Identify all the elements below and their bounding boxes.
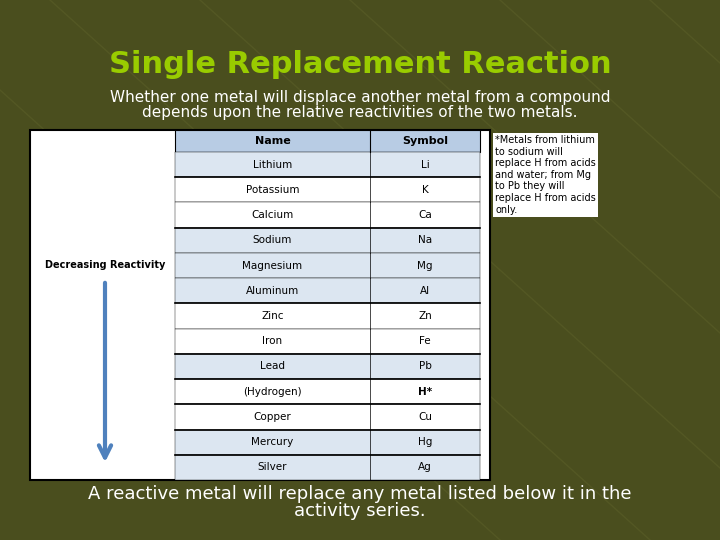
Bar (175, 130, 480, 152)
Text: Magnesium: Magnesium (243, 260, 302, 271)
Text: Single Replacement Reaction: Single Replacement Reaction (109, 50, 611, 79)
Text: Whether one metal will displace another metal from a compound: Whether one metal will displace another … (109, 90, 611, 105)
Text: Al: Al (420, 286, 430, 296)
Bar (175, 152, 480, 177)
Text: Mercury: Mercury (251, 437, 294, 447)
Bar (175, 228, 480, 253)
Bar (175, 202, 480, 228)
Text: *Metals from lithium
to sodium will
replace H from acids
and water; from Mg
to P: *Metals from lithium to sodium will repl… (495, 135, 595, 214)
Bar (30, 130, 490, 480)
Text: Zinc: Zinc (261, 311, 284, 321)
Text: A reactive metal will replace any metal listed below it in the: A reactive metal will replace any metal … (89, 485, 631, 503)
Text: Iron: Iron (262, 336, 282, 346)
Text: activity series.: activity series. (294, 502, 426, 520)
Text: Lithium: Lithium (253, 160, 292, 170)
Text: Name: Name (255, 136, 290, 146)
Bar (175, 177, 480, 202)
Text: Hg: Hg (418, 437, 432, 447)
Text: K: K (422, 185, 428, 195)
Bar (175, 379, 480, 404)
Bar (175, 329, 480, 354)
Text: Ca: Ca (418, 210, 432, 220)
Text: Symbol: Symbol (402, 136, 448, 146)
Text: Copper: Copper (253, 412, 292, 422)
Bar (175, 354, 480, 379)
Bar (175, 278, 480, 303)
Text: Silver: Silver (258, 462, 287, 472)
Text: Aluminum: Aluminum (246, 286, 299, 296)
Bar (175, 404, 480, 429)
Text: Fe: Fe (419, 336, 431, 346)
Text: depends upon the relative reactivities of the two metals.: depends upon the relative reactivities o… (143, 105, 577, 120)
Text: Pb: Pb (418, 361, 431, 372)
Text: Decreasing Reactivity: Decreasing Reactivity (45, 260, 165, 270)
Bar (175, 303, 480, 329)
Text: Sodium: Sodium (253, 235, 292, 245)
Text: Cu: Cu (418, 412, 432, 422)
Text: Ag: Ag (418, 462, 432, 472)
Text: Mg: Mg (418, 260, 433, 271)
Text: Zn: Zn (418, 311, 432, 321)
Text: Potassium: Potassium (246, 185, 300, 195)
Bar (175, 253, 480, 278)
Text: Li: Li (420, 160, 429, 170)
Text: (Hydrogen): (Hydrogen) (243, 387, 302, 397)
Bar (175, 455, 480, 480)
Bar (175, 429, 480, 455)
Text: H*: H* (418, 387, 432, 397)
Text: Lead: Lead (260, 361, 285, 372)
Text: Calcium: Calcium (251, 210, 294, 220)
Text: Na: Na (418, 235, 432, 245)
